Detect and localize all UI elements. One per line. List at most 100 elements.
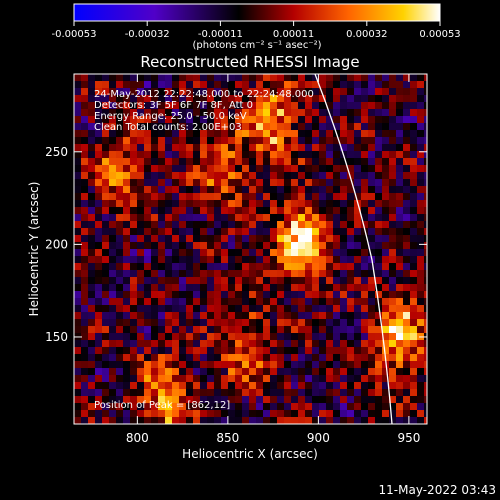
- heatmap-cell: [305, 200, 313, 208]
- heatmap-cell: [382, 158, 390, 166]
- heatmap-cell: [382, 144, 390, 152]
- heatmap-cell: [424, 74, 427, 82]
- heatmap-cell: [144, 200, 152, 208]
- heatmap-cell: [319, 305, 327, 313]
- heatmap-cell: [214, 263, 222, 271]
- heatmap-cell: [417, 102, 425, 110]
- heatmap-cell: [109, 109, 117, 117]
- heatmap-cell: [109, 193, 117, 201]
- heatmap-cell: [151, 88, 159, 96]
- heatmap-cell: [179, 312, 187, 320]
- heatmap-cell: [354, 81, 362, 89]
- heatmap-cell: [81, 270, 89, 278]
- heatmap-cell: [130, 151, 138, 159]
- heatmap-cell: [242, 256, 250, 264]
- heatmap-cell: [179, 333, 187, 341]
- heatmap-cell: [207, 193, 215, 201]
- heatmap-cell: [312, 116, 320, 124]
- heatmap-cell: [200, 109, 208, 117]
- heatmap-cell: [284, 179, 292, 187]
- heatmap-cell: [291, 263, 299, 271]
- heatmap-cell: [74, 319, 82, 327]
- heatmap-cell: [382, 403, 390, 411]
- heatmap-cell: [277, 158, 285, 166]
- heatmap-cell: [158, 221, 166, 229]
- heatmap-cell: [347, 291, 355, 299]
- heatmap-cell: [88, 403, 96, 411]
- heatmap-cell: [165, 333, 173, 341]
- heatmap-cell: [396, 340, 404, 348]
- heatmap-cell: [123, 158, 131, 166]
- heatmap-cell: [214, 396, 222, 404]
- heatmap-cell: [354, 207, 362, 215]
- heatmap-cell: [263, 298, 271, 306]
- heatmap-cell: [417, 151, 425, 159]
- heatmap-cell: [172, 277, 180, 285]
- heatmap-cell: [396, 249, 404, 257]
- heatmap-cell: [319, 333, 327, 341]
- heatmap-cell: [382, 298, 390, 306]
- heatmap-cell: [256, 165, 264, 173]
- heatmap-cell: [95, 221, 103, 229]
- heatmap-cell: [88, 319, 96, 327]
- heatmap-cell: [403, 228, 411, 236]
- heatmap-cell: [214, 144, 222, 152]
- heatmap-cell: [158, 354, 166, 362]
- heatmap-cell: [207, 333, 215, 341]
- heatmap-cell: [277, 326, 285, 334]
- heatmap-cell: [375, 193, 383, 201]
- heatmap-cell: [228, 144, 236, 152]
- heatmap-cell: [214, 270, 222, 278]
- heatmap-cell: [144, 81, 152, 89]
- heatmap-cell: [361, 165, 369, 173]
- heatmap-cell: [333, 375, 341, 383]
- heatmap-cell: [88, 382, 96, 390]
- heatmap-cell: [235, 88, 243, 96]
- heatmap-cell: [116, 319, 124, 327]
- heatmap-cell: [340, 249, 348, 257]
- heatmap-cell: [109, 221, 117, 229]
- heatmap-cell: [361, 81, 369, 89]
- heatmap-cell: [305, 284, 313, 292]
- heatmap-cell: [130, 144, 138, 152]
- heatmap-cell: [375, 200, 383, 208]
- heatmap-cell: [242, 340, 250, 348]
- colorbar-ticks: -0.00053 -0.00032 -0.00011 0.00011 0.00032 0.…: [52, 21, 461, 40]
- heatmap-cell: [361, 109, 369, 117]
- heatmap-cell: [291, 116, 299, 124]
- heatmap-cell: [410, 81, 418, 89]
- heatmap-cell: [172, 151, 180, 159]
- heatmap-cell: [88, 375, 96, 383]
- heatmap-cell: [221, 102, 229, 110]
- heatmap-cell: [263, 186, 271, 194]
- heatmap-cell: [165, 81, 173, 89]
- heatmap-cell: [312, 396, 320, 404]
- heatmap-cell: [214, 410, 222, 418]
- heatmap-cell: [410, 109, 418, 117]
- heatmap-cell: [102, 81, 110, 89]
- heatmap-cell: [81, 396, 89, 404]
- heatmap-cell: [116, 326, 124, 334]
- heatmap-cell: [200, 298, 208, 306]
- heatmap-cell: [319, 151, 327, 159]
- heatmap-cell: [88, 396, 96, 404]
- heatmap-cell: [88, 235, 96, 243]
- heatmap-cell: [326, 368, 334, 376]
- heatmap-cell: [270, 88, 278, 96]
- heatmap-cell: [249, 333, 257, 341]
- heatmap-cell: [403, 88, 411, 96]
- heatmap-cell: [172, 81, 180, 89]
- heatmap-cell: [347, 389, 355, 397]
- heatmap-cell: [116, 221, 124, 229]
- heatmap-cell: [116, 375, 124, 383]
- heatmap-cell: [158, 130, 166, 138]
- heatmap-cell: [74, 410, 82, 418]
- heatmap-cell: [123, 221, 131, 229]
- heatmap-cell: [193, 270, 201, 278]
- heatmap-cell: [333, 277, 341, 285]
- heatmap-cell: [144, 340, 152, 348]
- heatmap-cell: [375, 186, 383, 194]
- heatmap-cell: [319, 291, 327, 299]
- heatmap-cell: [326, 235, 334, 243]
- annotation-counts: Clean Total counts: 2.00E+03: [94, 122, 242, 133]
